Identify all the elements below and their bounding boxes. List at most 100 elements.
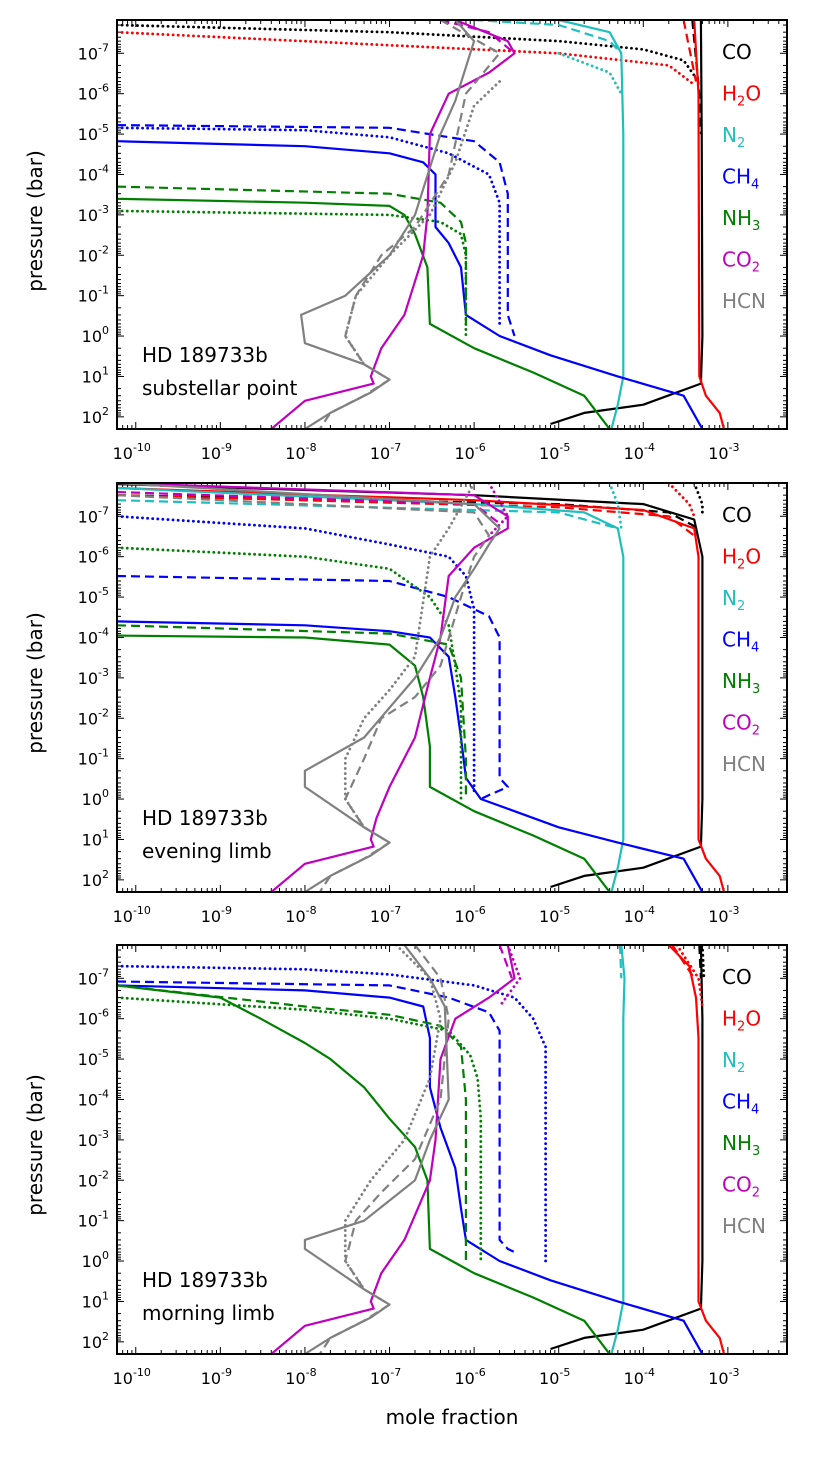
y-tick-label-exponent: 2 <box>102 1330 109 1343</box>
x-tick-label: 10-10 <box>113 441 151 463</box>
y-tick-label-exponent: 2 <box>102 868 109 881</box>
y-tick-label-exponent: -6 <box>98 545 109 558</box>
series-co-dotted <box>701 945 706 980</box>
legend-entry-co2: CO2 <box>722 711 760 739</box>
chart-panel-2: 10-10 10-9 10-8 10-7 10-6 10-5 10-4 10-310-710-… <box>78 482 788 926</box>
series-hcn-dotted <box>343 945 442 1291</box>
series-nh3-dashed <box>117 624 467 799</box>
y-tick-label: 10-5 <box>78 122 109 144</box>
series-co2-solid <box>270 945 516 1354</box>
y-tick-label: 101 <box>82 1289 109 1311</box>
y-tick-label-base: 10 <box>78 44 98 63</box>
axis-ticks <box>116 20 788 430</box>
y-tick-label: 10-3 <box>78 1128 109 1150</box>
series-hcn-solid <box>300 20 476 429</box>
x-tick-label-exponent: -5 <box>559 1366 570 1379</box>
series-ch4-dotted <box>117 964 547 1263</box>
panel-annotation: evening limb <box>142 839 272 863</box>
x-tick-label-exponent: -9 <box>221 904 232 917</box>
legend-entry-co2: CO2 <box>722 1173 760 1201</box>
x-tick-label-base: 10 <box>370 444 390 463</box>
y-tick-label-base: 10 <box>78 548 98 567</box>
series-h2o-dashed <box>671 945 696 979</box>
y-tick-label-base: 10 <box>78 246 98 265</box>
series-h2o-solid <box>668 945 726 1354</box>
y-tick-label: 10-3 <box>78 666 109 688</box>
series-h2o-dotted <box>117 30 696 87</box>
y-tick-label-exponent: -7 <box>98 41 109 54</box>
legend-label-tail: O <box>745 545 761 569</box>
series-co-solid <box>117 483 704 889</box>
series-nh3-solid <box>117 197 611 429</box>
y-tick-label-exponent: -2 <box>98 706 109 719</box>
x-tick-label: 10-5 <box>539 1366 570 1388</box>
x-tick-label: 10-3 <box>708 904 739 926</box>
series-co2-solid <box>117 483 509 892</box>
legend-subscript: 3 <box>752 1144 760 1159</box>
y-tick-label: 10-1 <box>78 747 109 769</box>
x-tick-label: 10-9 <box>201 441 232 463</box>
legend-entry-ch4: CH4 <box>722 165 759 193</box>
series-co-dashed <box>698 945 702 979</box>
x-tick-label-exponent: -4 <box>644 441 655 454</box>
series-ch4-solid <box>117 984 704 1354</box>
legend-label: CO <box>722 965 752 989</box>
series-nh3-dotted <box>117 209 468 338</box>
x-tick-label-exponent: -4 <box>644 904 655 917</box>
x-tick-label-exponent: -3 <box>729 1366 740 1379</box>
y-tick-label-exponent: -3 <box>98 203 109 216</box>
y-tick-label-base: 10 <box>78 669 98 688</box>
y-tick-label-base: 10 <box>78 628 98 647</box>
y-tick-label-base: 10 <box>78 1171 98 1190</box>
y-tick-label-base: 10 <box>78 588 98 607</box>
panel-annotation: morning limb <box>142 1301 275 1325</box>
y-tick-label-base: 10 <box>82 1333 102 1352</box>
y-tick-label-exponent: -5 <box>98 585 109 598</box>
x-tick-label: 10-6 <box>454 441 485 463</box>
legend-label: CO <box>722 1173 752 1197</box>
legend-subscript: 3 <box>752 682 760 697</box>
x-tick-label-base: 10 <box>624 444 644 463</box>
legend-subscript: 4 <box>751 641 759 656</box>
y-tick-label: 102 <box>82 1330 109 1352</box>
y-tick-label-exponent: 1 <box>102 827 109 840</box>
y-tick-label-base: 10 <box>82 871 102 890</box>
y-tick-label-exponent: -4 <box>98 162 109 175</box>
series-hcn-dotted <box>343 483 476 829</box>
x-tick-label: 10-6 <box>454 904 485 926</box>
y-tick-label-exponent: 2 <box>102 405 109 418</box>
legend-subscript: 4 <box>751 178 759 193</box>
y-tick-label-exponent: -4 <box>98 625 109 638</box>
legend-subscript: 2 <box>737 558 745 573</box>
x-tick-label-exponent: -9 <box>221 1366 232 1379</box>
y-tick-label-base: 10 <box>82 790 102 809</box>
y-tick-label-base: 10 <box>82 327 102 346</box>
y-tick-label: 10-5 <box>78 1047 109 1069</box>
y-tick-label-exponent: -4 <box>98 1087 109 1100</box>
y-axis-label-1: pressure (bar) <box>23 150 47 292</box>
legend-label: HCN <box>722 289 766 313</box>
legend-label: HCN <box>722 752 766 776</box>
series-n2-dashed <box>618 945 623 979</box>
y-tick-label: 100 <box>82 787 109 809</box>
x-tick-label-exponent: -6 <box>475 1366 486 1379</box>
series-ch4-dashed <box>117 124 516 337</box>
y-tick-label: 102 <box>82 868 109 890</box>
x-tick-label-base: 10 <box>285 444 305 463</box>
y-tick-label: 10-6 <box>78 1007 109 1029</box>
series-nh3-dashed <box>117 185 467 324</box>
legend-entry-co: CO <box>722 40 752 64</box>
series-n2-solid <box>610 945 626 1354</box>
x-tick-label: 10-8 <box>285 904 316 926</box>
legend-entry-hcn: HCN <box>722 1214 766 1238</box>
series-co-dotted <box>692 483 704 518</box>
legend-label: NH <box>722 206 752 230</box>
legend-entry-co2: CO2 <box>722 248 760 276</box>
y-tick-label-base: 10 <box>78 165 98 184</box>
x-tick-label-base: 10 <box>624 1369 644 1388</box>
y-tick-label-base: 10 <box>78 1090 98 1109</box>
x-tick-label-exponent: -8 <box>306 1366 317 1379</box>
y-tick-label: 10-4 <box>78 162 109 184</box>
series-hcn-dashed <box>318 20 501 429</box>
